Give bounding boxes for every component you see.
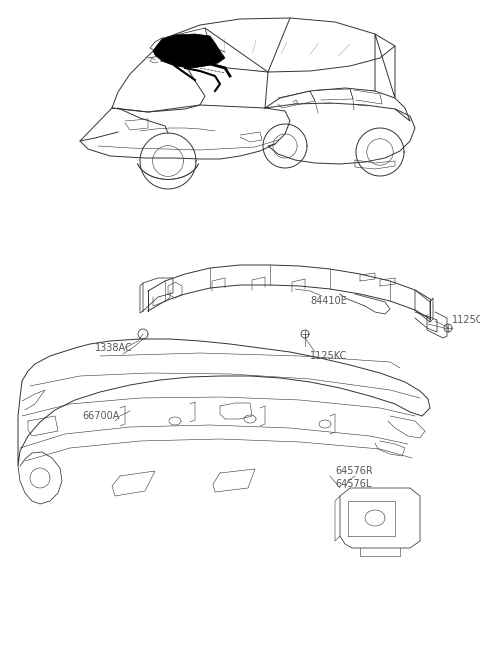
Text: 64576R: 64576R [335,466,373,476]
Text: 64576L: 64576L [335,479,372,489]
Text: 66700A: 66700A [82,411,120,421]
Text: 1125GB: 1125GB [452,315,480,325]
Text: 1125KC: 1125KC [310,351,348,361]
Text: 1338AC: 1338AC [95,343,133,353]
Text: 84410E: 84410E [310,296,347,306]
Polygon shape [153,34,225,68]
